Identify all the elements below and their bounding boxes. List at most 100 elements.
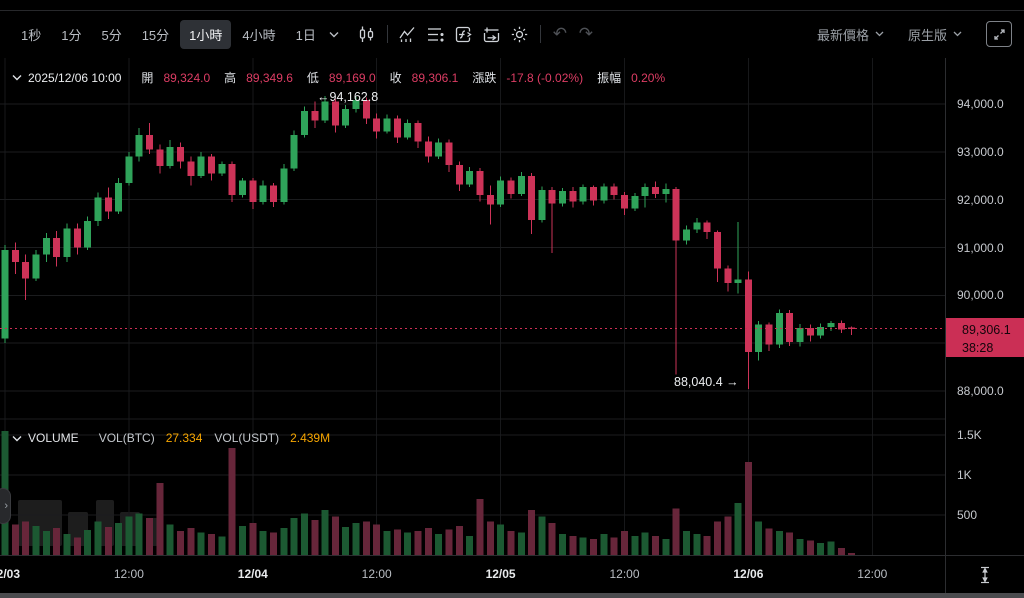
candle-body xyxy=(53,237,61,258)
candle-body xyxy=(775,313,783,345)
candle-body xyxy=(63,228,71,258)
candle-body xyxy=(538,190,546,220)
volume-bar xyxy=(713,521,721,555)
volume-bar xyxy=(507,531,515,555)
volume-bar xyxy=(187,527,195,555)
candle-body xyxy=(621,194,628,209)
volume-bar xyxy=(765,528,773,555)
volume-bar xyxy=(579,537,587,555)
volume-bar xyxy=(393,529,401,555)
candle-body xyxy=(280,168,288,203)
settings-gear-icon[interactable] xyxy=(506,20,534,48)
version-dropdown[interactable]: 原生版 xyxy=(908,25,962,44)
candle-body xyxy=(476,170,484,195)
collapse-chevron-icon[interactable] xyxy=(12,435,22,442)
timeframe-button-1h[interactable]: 1小時 xyxy=(180,19,232,49)
vol-usdt-label: VOL(USDT) xyxy=(214,431,280,445)
timeframe-button-4h[interactable]: 4小時 xyxy=(233,20,284,49)
price-axis-label: 94,000.0 xyxy=(957,97,1004,111)
collapse-chevron-icon[interactable] xyxy=(12,74,22,81)
candle-body xyxy=(135,135,143,157)
volume-bar xyxy=(466,535,474,555)
candle-body xyxy=(414,123,422,142)
timeframe-dropdown-chevron-icon[interactable] xyxy=(325,20,343,48)
candle-body xyxy=(507,180,515,194)
volume-bar xyxy=(796,539,804,555)
redo-icon[interactable]: ↷ xyxy=(578,24,593,44)
legend-list-icon[interactable] xyxy=(422,20,450,48)
candle-body xyxy=(208,156,215,174)
volume-bar xyxy=(486,521,494,555)
volume-bar xyxy=(755,521,763,555)
candle-body xyxy=(486,194,494,205)
watermark-block xyxy=(146,518,158,546)
time-axis-label: 12/03 xyxy=(0,567,21,581)
volume-bar xyxy=(600,534,608,555)
volume-bar xyxy=(662,539,670,555)
candle-body xyxy=(724,268,732,283)
toolbar-separator xyxy=(539,25,541,43)
candle-body xyxy=(424,141,432,157)
candle-body xyxy=(197,156,205,176)
volume-bar xyxy=(569,535,577,555)
candle-body xyxy=(693,222,701,230)
volume-bar xyxy=(259,531,267,555)
candle-body xyxy=(786,313,794,343)
price-mode-dropdown[interactable]: 最新價格 xyxy=(817,25,884,44)
save-template-icon[interactable] xyxy=(478,20,506,48)
candle-datetime: 2025/12/06 10:00 xyxy=(28,70,122,85)
high-label: 高 xyxy=(224,71,237,85)
panel-expand-handle[interactable]: › xyxy=(0,488,11,524)
candle-body xyxy=(166,147,174,167)
timeframe-button-1m[interactable]: 1分 xyxy=(52,20,90,49)
volume-bar xyxy=(528,510,536,555)
candle-body xyxy=(393,118,401,138)
volume-bar xyxy=(827,541,835,555)
candle-body xyxy=(383,118,391,132)
axis-scale-resize-icon[interactable] xyxy=(979,565,991,585)
amplitude-label: 振幅 xyxy=(597,71,622,85)
bottom-scrollbar-strip[interactable] xyxy=(0,593,1024,598)
volume-bar xyxy=(693,534,701,555)
indicator-icon[interactable] xyxy=(394,20,422,48)
candle-body xyxy=(817,326,825,336)
candle-body xyxy=(104,197,112,212)
axis-corner xyxy=(946,556,1024,593)
candle-body xyxy=(300,111,308,136)
timeframe-button-5m[interactable]: 5分 xyxy=(92,20,130,49)
amplitude-value: 0.20% xyxy=(631,70,666,85)
candle-body xyxy=(342,108,350,126)
timeframe-button-15m[interactable]: 15分 xyxy=(133,20,178,49)
fullscreen-icon[interactable] xyxy=(986,21,1012,47)
candle-body xyxy=(373,118,381,132)
chart-toolbar: 1秒 1分 5分 15分 1小時 4小時 1日 xyxy=(0,11,1024,57)
volume-bar xyxy=(218,536,226,555)
candle-body xyxy=(73,228,81,248)
volume-bar xyxy=(404,532,412,555)
candle-body xyxy=(466,170,474,185)
candle-body xyxy=(249,180,257,203)
candle-body xyxy=(569,191,577,202)
time-axis-label: 12:00 xyxy=(609,567,640,581)
undo-icon[interactable]: ↶ xyxy=(552,24,567,44)
volume-title: VOLUME xyxy=(28,431,79,445)
volume-bar xyxy=(249,523,257,555)
fx-function-icon[interactable] xyxy=(450,20,478,48)
volume-bar xyxy=(724,516,732,555)
candlestick-chart-icon[interactable] xyxy=(353,20,381,48)
timeframe-button-1d[interactable]: 1日 xyxy=(287,20,325,49)
volume-bar xyxy=(621,531,628,555)
time-axis-label: 12/04 xyxy=(237,567,268,581)
volume-bar xyxy=(424,527,432,555)
candle-body xyxy=(156,149,164,167)
candle-body xyxy=(744,279,752,352)
timeframe-button-1s[interactable]: 1秒 xyxy=(12,20,50,49)
volume-bar xyxy=(414,531,422,555)
candle-body xyxy=(590,187,598,201)
time-axis-label: 12:00 xyxy=(361,567,392,581)
peak-price-annotation: ←94,162.8 xyxy=(317,90,379,104)
